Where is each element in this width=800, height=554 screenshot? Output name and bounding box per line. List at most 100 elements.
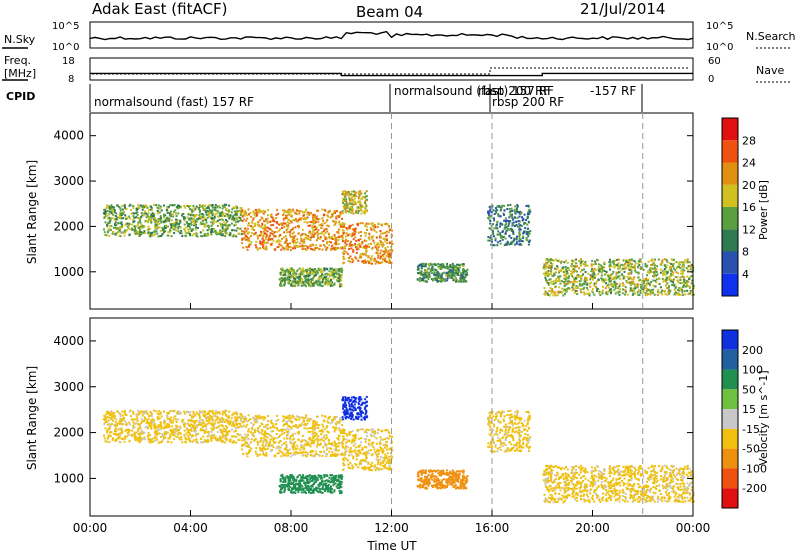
power-echo-cell — [263, 233, 265, 236]
power-echo-cell — [135, 216, 138, 219]
velocity-echo-cell — [231, 422, 234, 425]
power-echo-cell — [649, 282, 652, 285]
power-echo-cell — [264, 229, 267, 232]
velocity-echo-cell — [203, 422, 206, 425]
power-echo-cell — [251, 228, 254, 231]
power-echo-cell — [387, 260, 390, 263]
velocity-echo-cell — [226, 426, 229, 429]
power-echo-cell — [344, 195, 347, 198]
velocity-echo-cell — [210, 417, 213, 420]
velocity-echo-cell — [150, 424, 153, 427]
power-echo-cell — [189, 208, 191, 211]
power-echo-cell — [390, 261, 393, 264]
power-echo-cell — [322, 213, 325, 216]
power-echo-cell — [519, 238, 522, 241]
power-echo-cell — [311, 271, 314, 274]
power-echo-cell — [676, 265, 679, 268]
power-echo-cell — [303, 275, 306, 278]
power-echo-cell — [354, 193, 357, 195]
power-echo-cell — [587, 272, 590, 275]
power-echo-cell — [322, 233, 325, 236]
power-echo-cell — [319, 271, 322, 274]
power-echo-cell — [364, 199, 367, 202]
power-echo-cell — [686, 289, 689, 292]
power-echo-cell — [562, 271, 565, 273]
power-echo-cell — [376, 242, 379, 245]
power-echo-cell — [300, 217, 303, 220]
power-echo-cell — [582, 282, 585, 285]
power-echo-cell — [353, 233, 356, 235]
power-echo-cell — [156, 224, 159, 227]
velocity-echo-cell — [155, 425, 158, 428]
power-echo-cell — [550, 290, 552, 293]
power-echo-cell — [512, 224, 515, 227]
power-echo-cell — [515, 223, 518, 226]
power-echo-cell — [273, 235, 276, 238]
velocity-echo-cell — [146, 412, 149, 415]
power-echo-cell — [292, 219, 295, 222]
velocity-echo-cell — [174, 432, 177, 435]
power-echo-cell — [180, 229, 183, 232]
velocity-echo-cell — [307, 417, 310, 420]
power-echo-cell — [348, 244, 351, 247]
power-echo-cell — [128, 224, 131, 227]
velocity-echo-cell — [151, 437, 154, 440]
velocity-echo-cell — [189, 439, 191, 442]
power-echo-cell — [108, 205, 111, 208]
velocity-echo-cell — [205, 440, 208, 443]
power-echo-cell — [599, 264, 602, 267]
velocity-echo-cell — [123, 409, 126, 412]
velocity-echo-cell — [169, 410, 172, 412]
velocity-echo-cell — [325, 426, 328, 429]
power-echo-cell — [586, 264, 589, 267]
power-echo-cell — [291, 236, 294, 239]
velocity-echo-cell — [177, 436, 180, 439]
power-echo-cell — [429, 270, 432, 273]
power-echo-cell — [163, 221, 166, 224]
velocity-echo-cell — [104, 416, 107, 419]
power-echo-cell — [308, 274, 311, 277]
power-echo-cell — [352, 228, 355, 231]
power-echo-cell — [178, 205, 180, 207]
velocity-echo-cell — [320, 438, 323, 441]
velocity-echo-cell — [326, 425, 329, 427]
velocity-echo-cell — [123, 440, 126, 443]
power-echo-cell — [193, 216, 196, 219]
velocity-echo-cell — [192, 439, 195, 442]
power-echo-cell — [446, 266, 449, 269]
velocity-echo-cell — [147, 431, 150, 434]
power-echo-cell — [262, 230, 265, 233]
power-echo-cell — [326, 218, 329, 221]
power-echo-cell — [318, 247, 321, 250]
power-echo-cell — [670, 280, 673, 283]
velocity-echo-cell — [136, 417, 139, 420]
power-echo-cell — [391, 249, 394, 252]
velocity-echo-cell — [182, 422, 185, 425]
power-echo-cell — [548, 273, 551, 276]
velocity-echo-cell — [224, 434, 227, 437]
power-echo-cell — [504, 237, 507, 240]
power-echo-cell — [622, 277, 625, 280]
velocity-echo-cell — [155, 432, 158, 435]
power-echo-cell — [180, 232, 183, 235]
power-echo-cell — [253, 233, 256, 236]
power-echo-cell — [189, 233, 191, 235]
power-echo-cell — [355, 257, 358, 260]
power-echo-cell — [342, 201, 344, 204]
velocity-echo-cell — [153, 431, 156, 434]
velocity-echo-cell — [133, 433, 136, 436]
power-echo-cell — [645, 277, 648, 280]
power-echo-cell — [360, 231, 363, 233]
power-echo-cell — [354, 195, 357, 197]
power-echo-cell — [250, 215, 253, 218]
power-echo-cell — [280, 268, 283, 271]
power-echo-cell — [660, 262, 663, 265]
velocity-echo-cell — [312, 422, 315, 425]
power-echo-cell — [567, 280, 570, 283]
velocity-echo-cell — [204, 411, 206, 413]
nsky-label: N.Sky — [4, 33, 36, 46]
velocity-echo-cell — [212, 428, 215, 430]
power-echo-cell — [208, 226, 210, 229]
power-echo-cell — [363, 245, 366, 248]
power-echo-cell — [221, 234, 224, 237]
